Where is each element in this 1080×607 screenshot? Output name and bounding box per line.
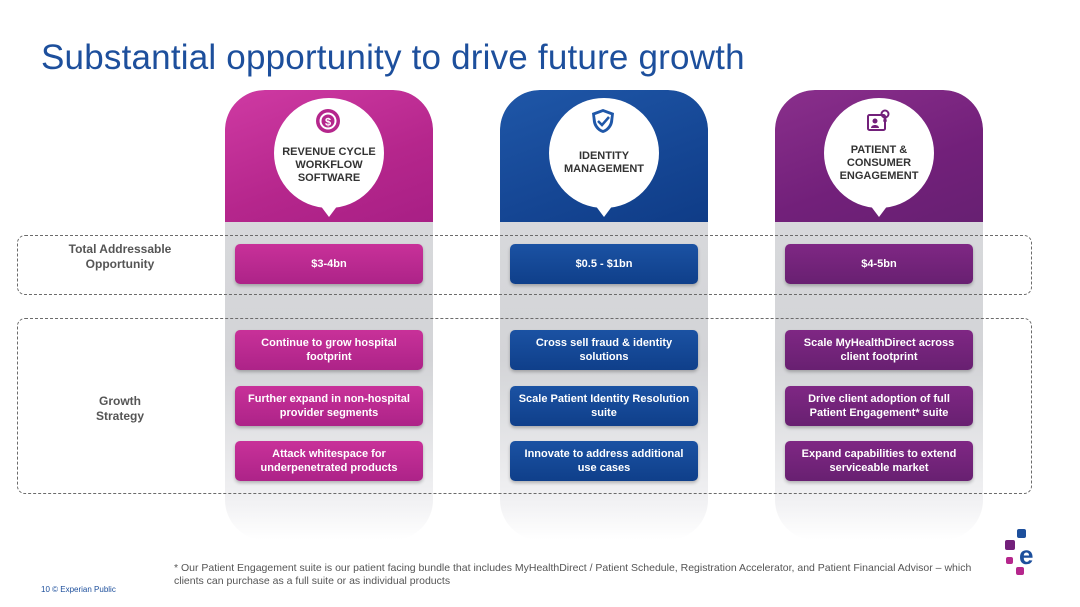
tam-row-label: Total Addressable Opportunity [68, 242, 172, 271]
patient-badge-icon [867, 109, 890, 131]
strategy-box: Attack whitespace for underpenetrated pr… [235, 441, 423, 481]
column-heading-bubble: $ REVENUE CYCLE WORKFLOW SOFTWARE [274, 98, 384, 217]
svg-text:e: e [1019, 540, 1033, 570]
column-heading-bubble: PATIENT & CONSUMER ENGAGEMENT [824, 98, 934, 217]
experian-logo-icon: e [1005, 529, 1033, 575]
tam-value-box: $3-4bn [235, 244, 423, 284]
column-heading: IDENTITY MANAGEMENT [563, 150, 645, 175]
dollar-gear-icon: $ [316, 109, 340, 133]
svg-text:$: $ [325, 117, 331, 129]
strategy-box: Drive client adoption of full Patient En… [785, 386, 973, 426]
tam-value-box: $0.5 - $1bn [510, 244, 698, 284]
growth-row-label: Growth Strategy [95, 394, 145, 423]
shield-check-icon [592, 109, 614, 133]
tam-value-box: $4-5bn [785, 244, 973, 284]
slide-footer: 10 © Experian Public [41, 585, 116, 594]
column-heading: PATIENT & CONSUMER ENGAGEMENT [839, 144, 919, 182]
strategy-box: Continue to grow hospital footprint [235, 330, 423, 370]
strategy-box: Cross sell fraud & identity solutions [510, 330, 698, 370]
tam-row-frame [17, 235, 1032, 295]
strategy-box: Innovate to address additional use cases [510, 441, 698, 481]
footnote: * Our Patient Engagement suite is our pa… [174, 562, 972, 587]
strategy-box: Expand capabilities to extend serviceabl… [785, 441, 973, 481]
growth-row-frame [17, 318, 1032, 494]
strategy-box: Scale MyHealthDirect across client footp… [785, 330, 973, 370]
column-heading-bubble: IDENTITY MANAGEMENT [549, 98, 659, 217]
column-heading: REVENUE CYCLE WORKFLOW SOFTWARE [282, 146, 376, 184]
strategy-box: Further expand in non-hospital provider … [235, 386, 423, 426]
strategy-box: Scale Patient Identity Resolution suite [510, 386, 698, 426]
page-title: Substantial opportunity to drive future … [41, 38, 745, 77]
